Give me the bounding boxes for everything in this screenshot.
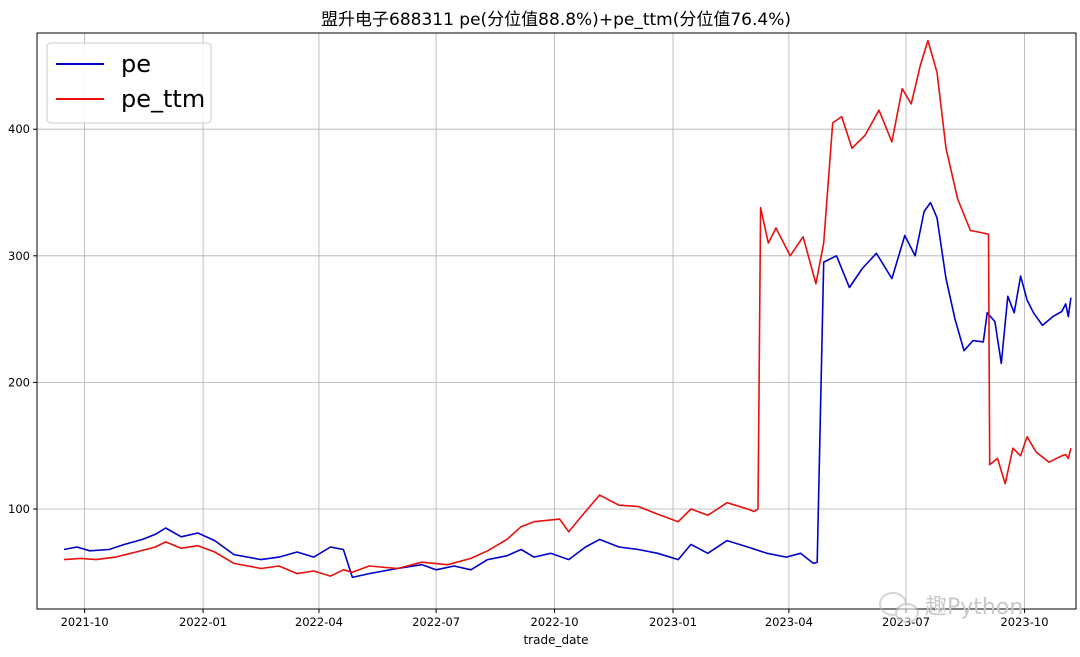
y-tick-label: 400 — [8, 122, 30, 136]
x-tick-label: 2023-10 — [1000, 615, 1048, 629]
plot-frame — [36, 32, 1077, 610]
legend: pe pe_ttm — [46, 42, 212, 124]
x-tick-label: 2023-01 — [649, 615, 697, 629]
x-tick-label: 2022-10 — [531, 615, 579, 629]
watermark: 趣Python — [879, 592, 1023, 623]
chart-title: 盟升电子688311 pe(分位值88.8%)+pe_ttm(分位值76.4%) — [321, 10, 791, 30]
x-tick-label: 2022-01 — [179, 615, 227, 629]
series-line-pe-ttm — [63, 39, 1072, 577]
x-axis: 2021-10 2022-01 2022-04 2022-07 2022-10 2023-… — [61, 609, 1049, 629]
x-tick-label: 2022-07 — [412, 615, 460, 629]
series-line-pe — [63, 201, 1072, 579]
x-tick-label: 2023-04 — [765, 615, 813, 629]
x-axis-label: trade_date — [523, 633, 588, 647]
grid — [37, 33, 1076, 609]
y-axis: 100 200 300 400 — [8, 122, 37, 516]
legend-label-pe: pe — [121, 50, 151, 78]
x-tick-label: 2022-04 — [295, 615, 343, 629]
series-layer — [63, 39, 1072, 579]
wechat-icon — [879, 592, 919, 623]
legend-label-pe-ttm: pe_ttm — [121, 85, 205, 113]
watermark-text: 趣Python — [925, 595, 1023, 620]
y-tick-label: 200 — [8, 375, 30, 389]
y-tick-label: 100 — [8, 502, 30, 516]
x-tick-label: 2021-10 — [61, 615, 109, 629]
y-tick-label: 300 — [8, 249, 30, 263]
